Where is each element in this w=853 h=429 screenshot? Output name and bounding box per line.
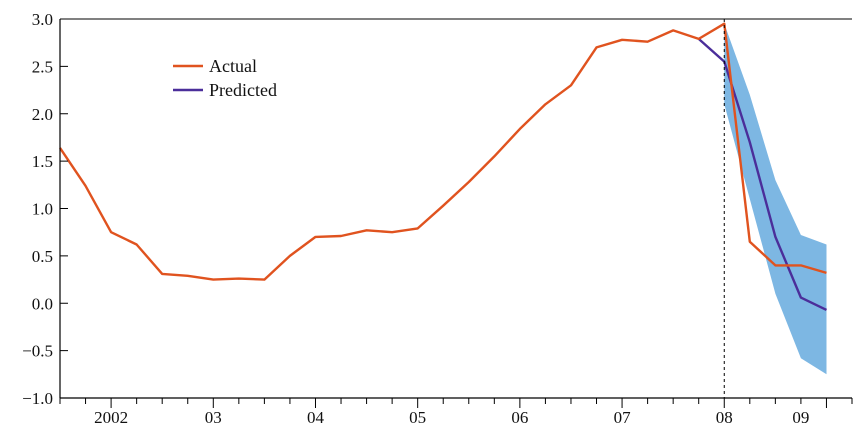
x-tick-label: 03 [205, 408, 222, 427]
x-tick-label: 07 [614, 408, 632, 427]
x-axis: 2002 03 04 05 06 07 08 09 [59, 398, 853, 427]
y-tick-label: −1.0 [22, 389, 53, 408]
x-tick-label: 09 [792, 408, 809, 427]
y-axis: −1.0 −0.5 0.0 0.5 1.0 1.5 2.0 2.5 3.0 [22, 10, 68, 408]
y-tick-label: 1.0 [32, 200, 53, 219]
y-tick-label: 1.5 [32, 152, 53, 171]
x-tick-label: 05 [409, 408, 426, 427]
legend-label-predicted: Predicted [209, 80, 277, 100]
y-tick-label: 0.5 [32, 247, 53, 266]
x-tick-label: 06 [511, 408, 528, 427]
prediction-band-layer [724, 23, 827, 375]
x-tick-label: 04 [307, 408, 325, 427]
series-line-actual [59, 22, 827, 281]
legend: Actual Predicted [173, 56, 277, 100]
y-tick-label: 2.0 [32, 105, 53, 124]
prediction-interval-band [724, 23, 827, 375]
y-tick-label: −0.5 [22, 342, 53, 361]
series-line-predicted [697, 38, 828, 311]
series-layer [59, 22, 828, 311]
y-tick-label: 3.0 [32, 10, 53, 29]
x-tick-label: 2002 [94, 408, 128, 427]
legend-label-actual: Actual [209, 56, 257, 76]
y-tick-label: 2.5 [32, 57, 53, 76]
y-tick-label: 0.0 [32, 294, 53, 313]
x-tick-label: 08 [716, 408, 733, 427]
